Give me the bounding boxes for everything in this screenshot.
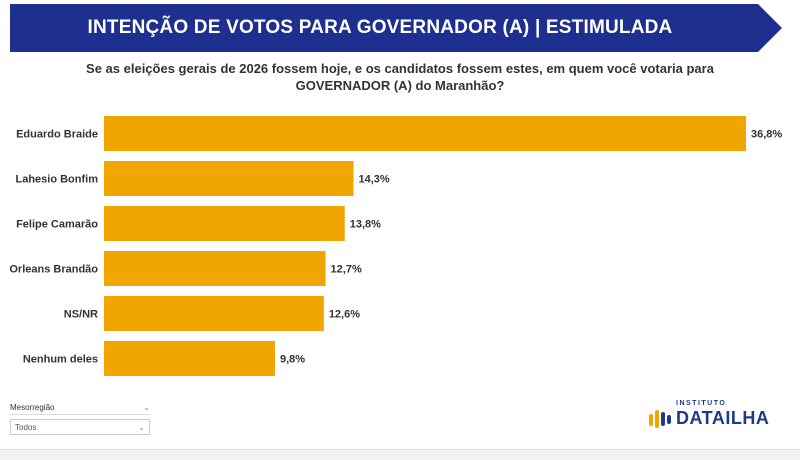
chevron-down-icon[interactable]: ⌄ (143, 402, 150, 412)
value-label: 14,3% (358, 174, 389, 186)
value-label: 12,6% (329, 309, 360, 321)
category-label: Orleans Brandão (9, 264, 98, 276)
logo-icon (649, 410, 671, 428)
value-label: 36,8% (751, 129, 782, 141)
datailha-logo: INSTITUTO DATAILHA (648, 400, 788, 436)
category-label: Eduardo Braide (16, 129, 98, 141)
category-label: Felipe Camarão (16, 219, 98, 231)
category-label: Lahesio Bonfim (15, 174, 98, 186)
logo-small-text: INSTITUTO (676, 400, 727, 407)
filter-selected-value: Todos (15, 422, 37, 432)
logo-name: DATAILHA (676, 408, 770, 428)
title-banner: INTENÇÃO DE VOTOS PARA GOVERNADOR (A) | … (10, 4, 782, 52)
bar[interactable] (104, 161, 354, 196)
category-label: NS/NR (64, 309, 98, 321)
category-label: Nenhum deles (23, 354, 98, 366)
question-text: Se as eleições gerais de 2026 fossem hoj… (86, 61, 714, 93)
banner-title: INTENÇÃO DE VOTOS PARA GOVERNADOR (A) | … (87, 17, 673, 38)
mesorregiao-filter: Mesorregião ⌄ Todos ⌄ (10, 400, 150, 435)
bar[interactable] (104, 296, 324, 331)
filter-select[interactable]: Todos ⌄ (10, 419, 150, 435)
chevron-down-icon: ⌄ (138, 422, 145, 432)
footer-bar (0, 449, 800, 460)
value-label: 12,7% (331, 264, 362, 276)
value-label: 13,8% (350, 219, 381, 231)
bar[interactable] (104, 341, 275, 376)
bar[interactable] (104, 251, 326, 286)
bar[interactable] (104, 206, 345, 241)
filter-label: Mesorregião (10, 402, 55, 412)
bar[interactable] (104, 116, 746, 151)
filter-header: Mesorregião ⌄ (10, 400, 150, 415)
banner-shape (10, 4, 782, 52)
value-label: 9,8% (280, 354, 305, 366)
